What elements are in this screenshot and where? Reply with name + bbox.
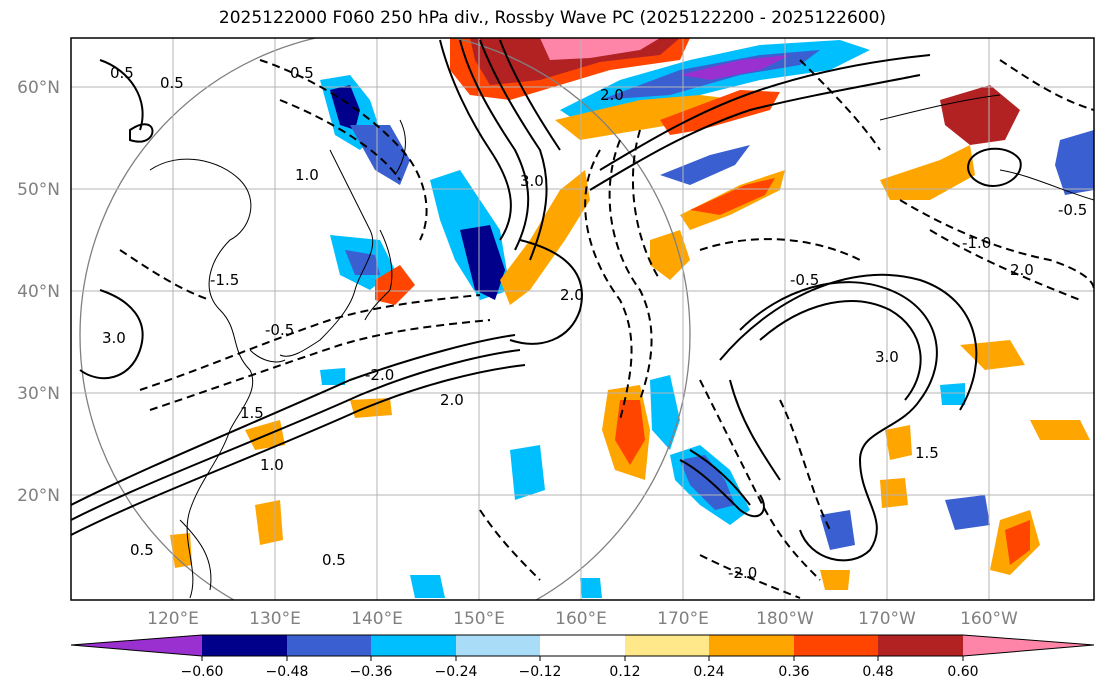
lon-label-170w: 170°W [858,609,916,629]
colorbar-tick-label: −0.48 [266,664,309,680]
lon-label-150e: 150°E [453,609,505,629]
contour-label: 1.5 [240,404,264,422]
lon-label-130e: 130°E [249,609,301,629]
map-content [71,38,1094,600]
contour-label: 1.0 [295,166,319,184]
map-frame [70,37,1095,601]
dashed-contours [119,59,1094,599]
colorbar-tick-label: −0.24 [435,664,478,680]
colorbar-tick-label: 0.24 [693,664,724,680]
lat-label-60n: 60°N [17,78,60,98]
graticule [71,38,1094,600]
contour-label: 0.5 [322,551,346,569]
lon-label-180w: 180°W [756,609,814,629]
contour-label: 0.5 [130,541,154,559]
contour-label: 3.0 [875,348,899,366]
colorbar-extend-right [963,635,1094,656]
contour-label: 1.5 [915,444,939,462]
shaded-fields [170,38,1094,598]
contour-label: 3.0 [102,329,126,347]
colorbar-swatch [540,635,625,656]
contour-label: -1.5 [210,271,239,289]
colorbar: −0.60 −0.48 −0.36 −0.24 −0.12 0.12 0.24 … [70,634,1095,680]
colorbar-extend-left [71,635,202,656]
contour-label: 1.0 [260,456,284,474]
coastlines [149,94,1094,599]
contour-label: 2.0 [1010,261,1034,279]
contour-label: -0.5 [1058,201,1087,219]
colorbar-swatch [287,635,371,656]
colorbar-swatch [709,635,794,656]
contour-label: -1.0 [962,234,991,252]
map-title: 2025122000 F060 250 hPa div., Rossby Wav… [218,8,887,28]
contour-label: 3.0 [520,172,544,190]
colorbar-tick-label: 0.12 [609,664,640,680]
contour-label: 2.0 [440,391,464,409]
solid-contours [71,39,1022,562]
contour-label: -0.5 [790,271,819,289]
contour-label: 2.0 [560,286,584,304]
lat-label-50n: 50°N [17,180,60,200]
lon-label-140e: 140°E [351,609,403,629]
colorbar-swatch [202,635,287,656]
contour-label: 0.5 [160,74,184,92]
colorbar-tick-label: 0.48 [862,664,893,680]
colorbar-tick-label: −0.36 [350,664,393,680]
colorbar-tick-label: 0.60 [947,664,978,680]
lat-label-20n: 20°N [17,486,60,506]
colorbar-tick-label: −0.60 [181,664,224,680]
colorbar-swatch [456,635,540,656]
contour-label: 0.5 [290,64,314,82]
latitude-labels: 60°N 50°N 40°N 30°N 20°N [17,78,60,506]
lat-label-30n: 30°N [17,384,60,404]
colorbar-swatch [625,635,709,656]
longitude-labels: 120°E 130°E 140°E 150°E 160°E 170°E 180°… [147,609,1018,629]
colorbar-swatch [371,635,456,656]
colorbar-swatch [794,635,878,656]
contour-label: 2.0 [600,86,624,104]
colorbar-swatch [878,635,963,656]
projection-outline [79,38,691,600]
lon-label-170e: 170°E [657,609,709,629]
contour-label: -2.0 [365,366,394,384]
lon-label-160e: 160°E [555,609,607,629]
contour-label: -2.0 [728,564,757,582]
lat-label-40n: 40°N [17,282,60,302]
contour-labels: 0.5 0.5 0.5 1.0 3.0 2.0 -1.5 -2.0 -0.5 1… [102,64,1087,582]
colorbar-tick-label: 0.36 [778,664,809,680]
colorbar-tick-label: −0.12 [519,664,562,680]
contour-label: 0.5 [110,64,134,82]
lon-label-120e: 120°E [147,609,199,629]
contour-label: -0.5 [265,321,294,339]
lon-label-160w: 160°W [960,609,1018,629]
